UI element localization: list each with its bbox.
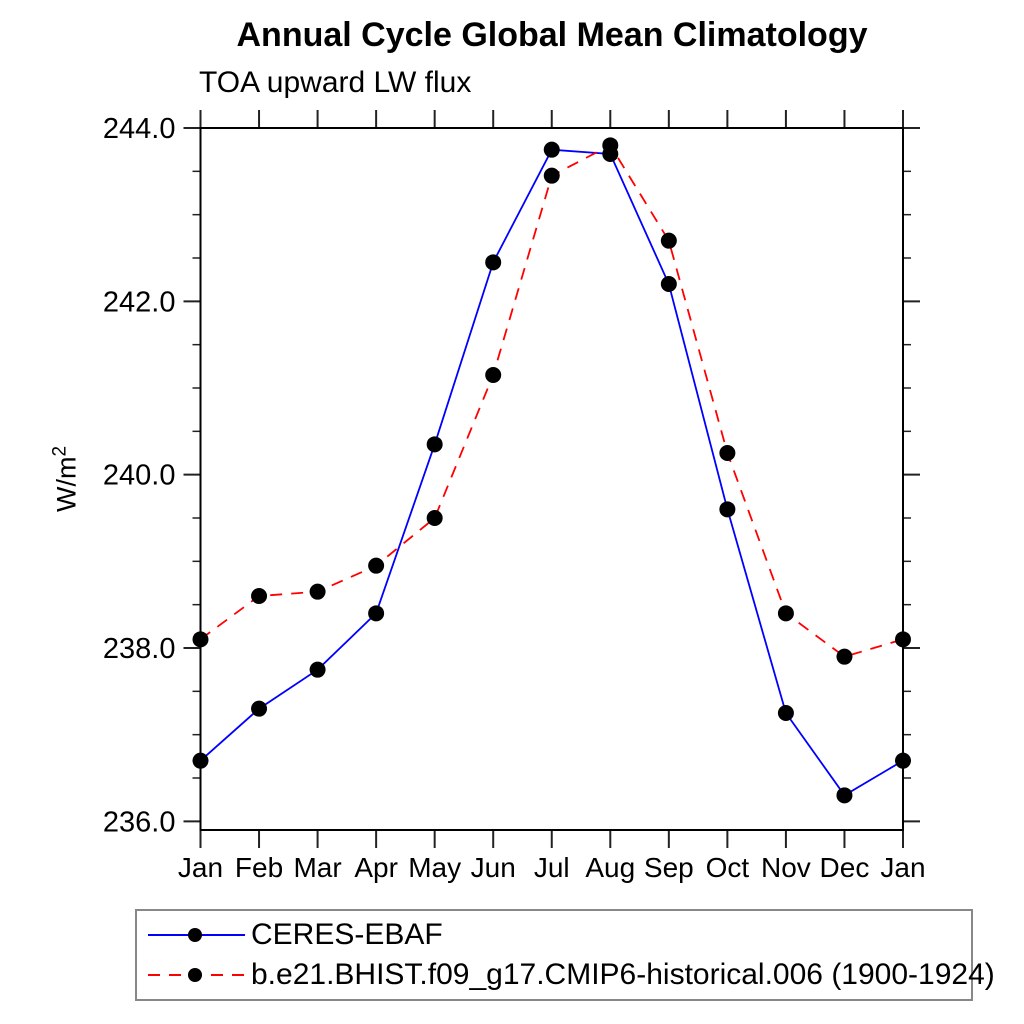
x-tick-label: Oct bbox=[706, 852, 750, 883]
data-point-marker bbox=[368, 605, 385, 622]
legend-label-ceres-ebaf: CERES-EBAF bbox=[251, 918, 443, 951]
legend-marker-sample bbox=[188, 968, 202, 982]
y-tick-label: 240.0 bbox=[103, 460, 176, 492]
data-point-marker bbox=[895, 752, 911, 769]
data-point-marker bbox=[777, 705, 794, 721]
x-tick-label: Jun bbox=[471, 852, 516, 883]
x-tick-label: Feb bbox=[235, 852, 283, 883]
data-point-marker bbox=[485, 367, 502, 383]
data-point-marker bbox=[660, 276, 677, 292]
data-point-marker bbox=[836, 787, 853, 804]
y-tick-label: 242.0 bbox=[103, 286, 176, 318]
data-point-marker bbox=[192, 752, 209, 769]
x-tick-label: Jul bbox=[534, 852, 570, 883]
legend-label-model-run: b.e21.BHIST.f09_g17.CMIP6-historical.006… bbox=[251, 958, 995, 991]
x-tick-label: Mar bbox=[293, 852, 341, 883]
data-point-marker bbox=[368, 557, 385, 574]
x-tick-label: Apr bbox=[354, 852, 398, 883]
data-point-marker bbox=[719, 445, 736, 461]
data-point-marker bbox=[251, 700, 268, 717]
plot-frame bbox=[199, 127, 904, 831]
series-line-obs bbox=[199, 148, 904, 797]
chart-title: Annual Cycle Global Mean Climatology bbox=[236, 16, 868, 54]
legend-item-ceres-ebaf: CERES-EBAF bbox=[148, 917, 971, 953]
data-point-marker bbox=[543, 167, 560, 184]
x-tick-label: May bbox=[408, 852, 461, 883]
legend-marker-sample bbox=[188, 928, 202, 942]
chart-subtitle: TOA upward LW flux bbox=[199, 66, 472, 99]
data-point-marker bbox=[895, 631, 911, 648]
data-point-marker bbox=[602, 137, 619, 154]
y-tick-label: 238.0 bbox=[103, 633, 176, 665]
legend-swatch-solid-line-icon bbox=[148, 928, 245, 942]
legend-swatch-dashed-line-icon bbox=[148, 968, 245, 982]
series-line-model bbox=[199, 144, 904, 658]
data-point-marker bbox=[777, 605, 794, 622]
legend-item-model-run: b.e21.BHIST.f09_g17.CMIP6-historical.006… bbox=[148, 957, 995, 993]
data-point-marker bbox=[426, 510, 443, 526]
y-tick-label: 244.0 bbox=[103, 113, 176, 145]
data-point-marker bbox=[192, 631, 209, 648]
x-tick-label: Dec bbox=[820, 852, 870, 883]
data-point-marker bbox=[426, 436, 443, 453]
data-point-marker bbox=[251, 588, 268, 604]
x-tick-label: Sep bbox=[644, 852, 694, 883]
data-point-marker bbox=[309, 661, 326, 678]
x-tick-label: Aug bbox=[585, 852, 635, 883]
data-point-marker bbox=[836, 648, 853, 665]
data-point-marker bbox=[309, 583, 326, 600]
legend: CERES-EBAF b.e21.BHIST.f09_g17.CMIP6-his… bbox=[135, 909, 995, 1001]
data-point-marker bbox=[660, 232, 677, 249]
y-tick-label: 236.0 bbox=[103, 806, 176, 838]
x-tick-label: Jan bbox=[880, 852, 925, 883]
x-tick-label: Nov bbox=[761, 852, 811, 883]
data-point-marker bbox=[543, 141, 560, 158]
x-tick-label: Jan bbox=[178, 852, 223, 883]
data-point-marker bbox=[719, 501, 736, 518]
data-point-marker bbox=[485, 254, 502, 271]
